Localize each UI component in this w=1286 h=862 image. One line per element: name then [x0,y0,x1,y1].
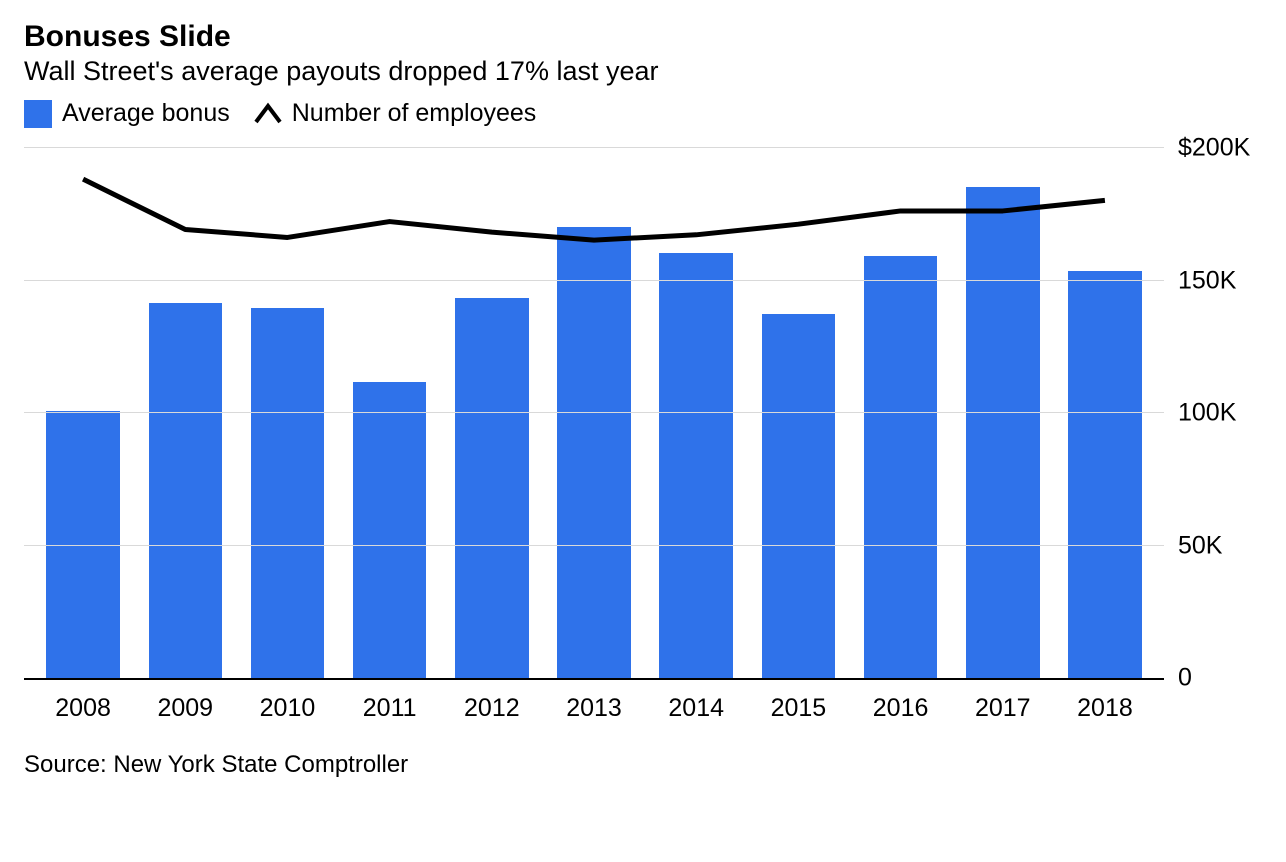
x-tick-label: 2013 [543,694,645,723]
chart-subtitle: Wall Street's average payouts dropped 17… [24,56,1262,87]
x-tick-label: 2009 [134,694,236,723]
line-swatch-icon [254,100,282,128]
gridline [24,545,1164,546]
y-tick-label: 150K [1164,266,1236,295]
x-tick-label: 2014 [645,694,747,723]
y-tick-label: $200K [1164,134,1250,163]
bar-slot [236,150,338,678]
chart: 050K100K150K$200K 2008200920102011201220… [24,150,1164,723]
x-tick-label: 2010 [236,694,338,723]
gridline [24,412,1164,413]
bar-slot [543,150,645,678]
legend-item-line: Number of employees [254,99,537,128]
bar-slot [645,150,747,678]
bar-slot [441,150,543,678]
x-tick-label: 2017 [952,694,1054,723]
legend-item-bars: Average bonus [24,99,230,128]
bar-slot [1054,150,1156,678]
bar-slot [747,150,849,678]
bar [251,308,325,678]
bar [455,298,529,678]
x-axis: 2008200920102011201220132014201520162017… [24,694,1164,723]
x-tick-label: 2015 [747,694,849,723]
legend-label-bars: Average bonus [62,99,230,128]
y-tick-label: 100K [1164,399,1236,428]
bar [659,253,733,678]
legend-label-line: Number of employees [292,99,537,128]
legend: Average bonus Number of employees [24,99,1262,128]
y-tick-label: 0 [1164,664,1192,693]
bar [864,256,938,678]
bar-swatch-icon [24,100,52,128]
bar [966,187,1040,678]
x-tick-label: 2012 [441,694,543,723]
bar [762,314,836,678]
bar [557,227,631,678]
source-attribution: Source: New York State Comptroller [24,751,1262,779]
chart-title: Bonuses Slide [24,20,1262,54]
bar-slot [952,150,1054,678]
bar-slot [850,150,952,678]
bar-slot [339,150,441,678]
bar-slot [134,150,236,678]
x-tick-label: 2018 [1054,694,1156,723]
bars-container [24,150,1164,678]
bar [149,303,223,678]
x-tick-label: 2008 [32,694,134,723]
y-tick-label: 50K [1164,531,1222,560]
plot-area: 050K100K150K$200K [24,150,1164,680]
bar [353,382,427,678]
gridline [24,280,1164,281]
bar-slot [32,150,134,678]
bar [1068,271,1142,678]
x-tick-label: 2016 [850,694,952,723]
gridline [24,147,1164,148]
x-tick-label: 2011 [339,694,441,723]
